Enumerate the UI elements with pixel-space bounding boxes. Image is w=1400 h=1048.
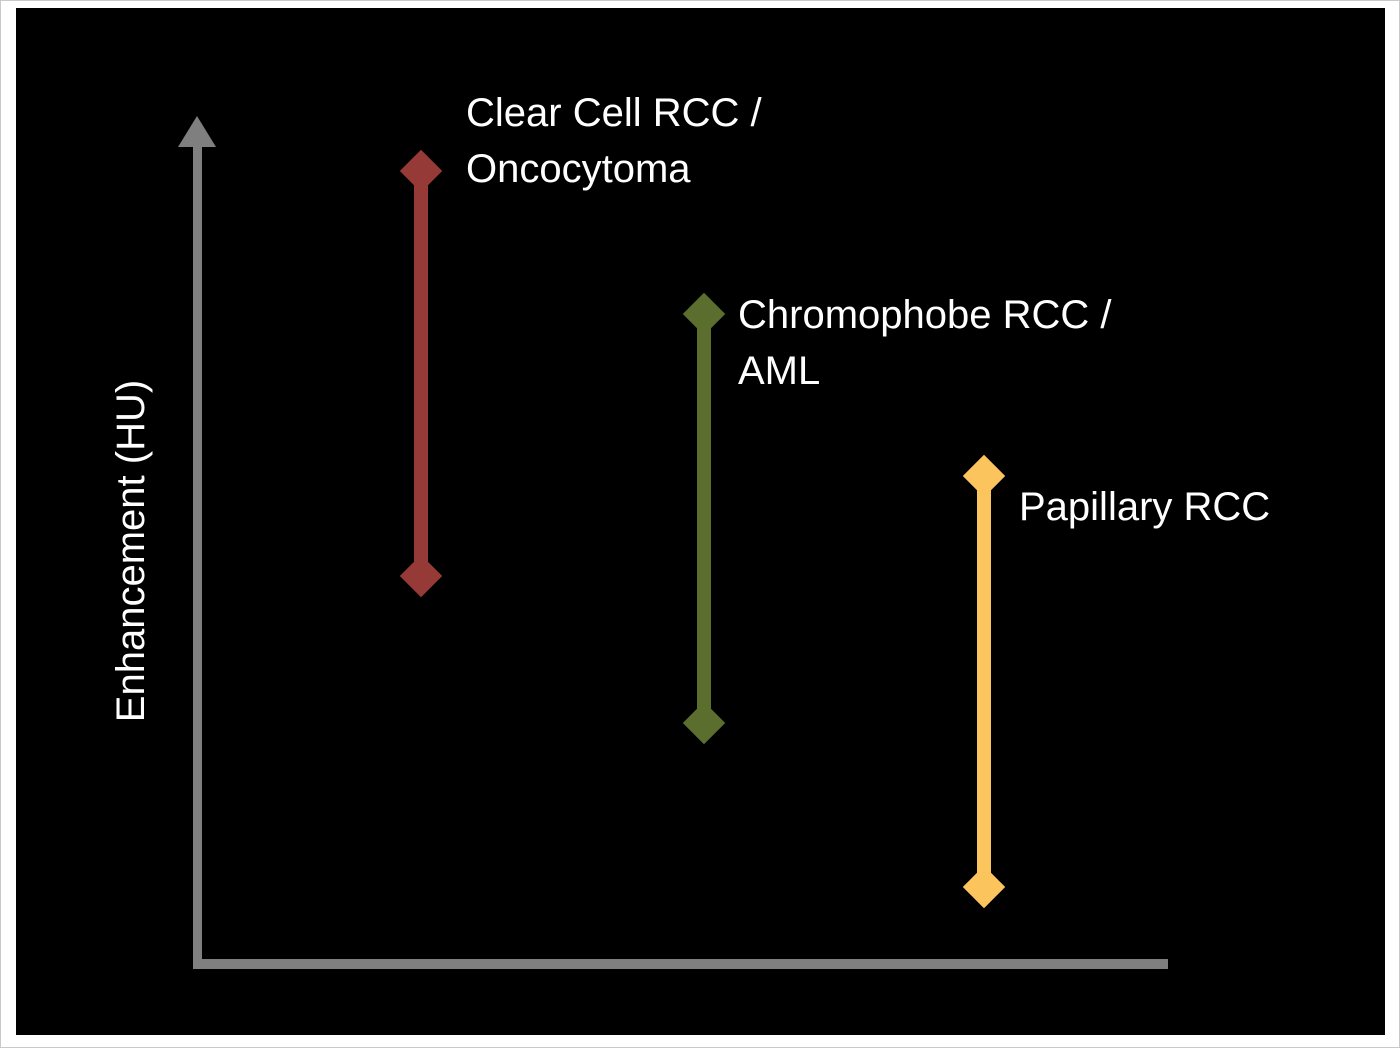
range-marker-bottom-chromophobe [682,701,726,745]
range-marker-bottom-clear-cell [399,554,443,598]
series-label-chromophobe: Chromophobe RCC / AML [738,293,1112,393]
range-stem-clear-cell [414,171,428,576]
range-stem-papillary [977,476,991,887]
series-label-clear-cell: Clear Cell RCC / Oncocytoma [466,91,762,191]
y-axis-title: Enhancement (HU) [109,379,153,723]
chart-canvas: Enhancement (HU) Clear Cell RCC / Oncocy… [16,8,1385,1035]
range-stem-chromophobe [697,314,711,723]
range-marker-bottom-papillary [962,865,1006,909]
x-axis-line [193,959,1168,969]
y-axis-arrow-up-icon [178,116,216,147]
series-label-papillary: Papillary RCC [1019,485,1271,529]
y-axis-line [193,143,202,969]
